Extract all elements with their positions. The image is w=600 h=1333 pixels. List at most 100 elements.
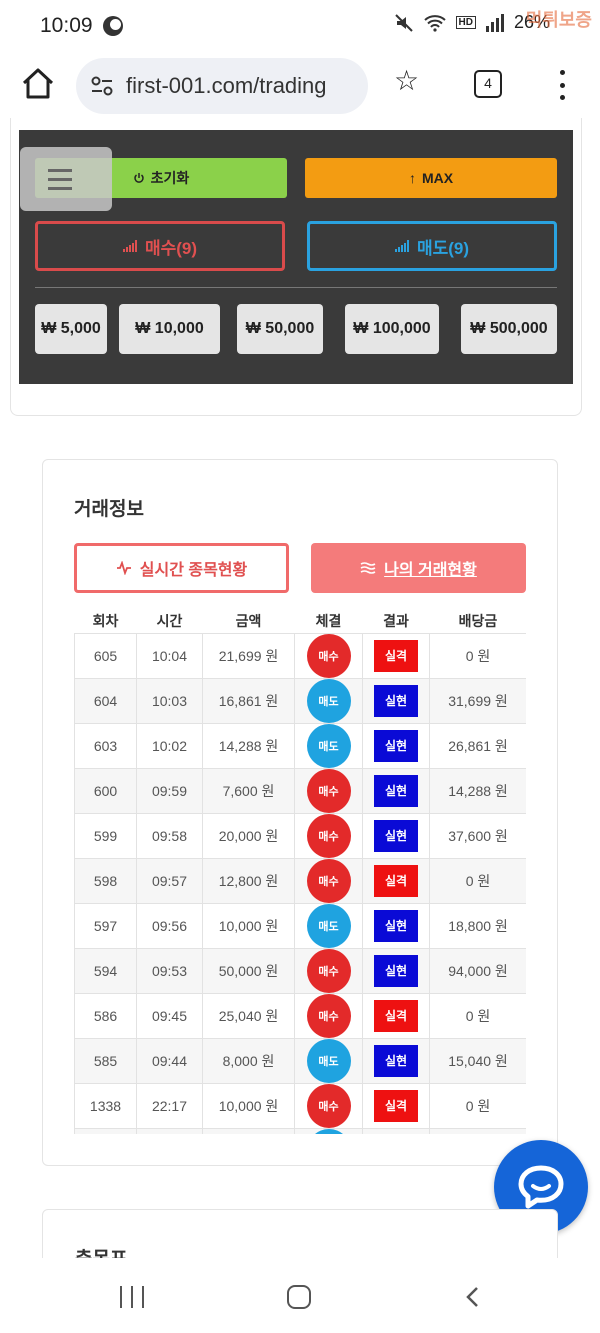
side-badge: 매도 [306, 678, 351, 723]
tab-my-trades-label: 나의 거래현황 [384, 562, 477, 579]
side-badge: 매수 [306, 813, 351, 858]
time-cell: 09:59 [136, 767, 203, 814]
result-badge: 실격 [374, 999, 418, 1032]
amount-button-100000[interactable]: ₩ 100,000 [345, 304, 439, 354]
column-header: 회차 [92, 613, 119, 629]
side-cell: 매도 [294, 1127, 363, 1134]
amount-button-5000[interactable]: ₩ 5,000 [35, 304, 107, 354]
round-cell: 594 [74, 947, 137, 994]
side-badge: 매수 [306, 633, 351, 678]
tab-my-trades[interactable]: 나의 거래현황 [311, 543, 526, 593]
back-nav-icon[interactable] [462, 1286, 484, 1308]
address-bar[interactable]: first-001.com/trading [76, 58, 368, 114]
buy-label: 매수(9) [144, 238, 198, 258]
time-cell: 09:44 [136, 1037, 203, 1084]
hamburger-icon [48, 168, 72, 190]
trade-history-table-wrap[interactable]: 회차 시간 금액 체결 결과 배당금 605 10:04 21,699 원 매수 실격 0… [74, 606, 526, 1134]
time-cell: 10:03 [136, 677, 203, 724]
table-row: 1338 22:17 10,000 원 매수 실격 0 원 [74, 1082, 526, 1129]
column-header: 금액 [235, 613, 262, 629]
browser-menu-icon[interactable] [558, 70, 566, 100]
sell-label: 매도(9) [416, 238, 470, 258]
payout-cell: 94,000 원 [429, 947, 526, 994]
panel-divider [35, 287, 557, 288]
table-row: 586 09:45 25,040 원 매수 실격 0 원 [74, 992, 526, 1039]
side-cell: 매도 [294, 1037, 363, 1084]
amount-cell: 25,040 원 [202, 992, 295, 1039]
result-cell: 실현 [362, 767, 430, 814]
round-cell: 599 [74, 812, 137, 859]
column-header: 결과 [383, 613, 409, 629]
side-cell: 매수 [294, 1082, 363, 1129]
payout-cell: 0 원 [429, 992, 526, 1039]
signal-bars-icon [394, 240, 409, 252]
sell-button[interactable]: 매도(9) [307, 221, 557, 271]
amount-button-10000[interactable]: ₩ 10,000 [119, 304, 220, 354]
amount-cell: 10,000 원 [202, 902, 295, 949]
payout-cell [429, 1127, 526, 1134]
result-badge: 실격 [374, 864, 418, 897]
side-badge: 매수 [306, 768, 351, 813]
table-row: 585 09:44 8,000 원 매도 실현 15,040 원 [74, 1037, 526, 1084]
amount-button-500000[interactable]: ₩ 500,000 [461, 304, 557, 354]
home-nav-icon[interactable] [287, 1285, 311, 1309]
side-cell: 매수 [294, 767, 363, 814]
reset-label: 초기화 [150, 170, 190, 186]
payout-cell: 0 원 [429, 1082, 526, 1129]
side-badge: 매도 [306, 723, 351, 768]
pulse-icon [116, 561, 131, 575]
recent-apps-icon[interactable] [120, 1286, 144, 1308]
system-navigation-bar [0, 1258, 600, 1333]
round-cell: 598 [74, 857, 137, 904]
bookmark-star-icon[interactable]: ☆ [394, 65, 420, 96]
home-icon[interactable] [20, 66, 56, 102]
buy-button[interactable]: 매수(9) [35, 221, 285, 271]
tab-realtime-status[interactable]: 실시간 종목현황 [74, 543, 289, 593]
side-badge: 매도 [306, 1128, 351, 1134]
result-cell: 실격 [362, 632, 430, 679]
amount-cell: 8,000 원 [202, 1037, 295, 1084]
amount-cell: 7,600 원 [202, 767, 295, 814]
column-header: 배당금 [458, 613, 498, 629]
result-cell: 실현 [362, 1037, 430, 1084]
amount-cell: 14,288 원 [202, 722, 295, 769]
side-badge: 매도 [306, 1038, 351, 1083]
amount-cell: 16,861 원 [202, 677, 295, 724]
browser-toolbar: first-001.com/trading ☆ 4 [0, 52, 600, 120]
result-cell: 실격 [362, 1127, 430, 1134]
site-settings-icon[interactable] [90, 75, 114, 97]
result-badge: 실현 [374, 729, 418, 762]
arrow-up-icon: ↑ [408, 170, 416, 186]
result-cell: 실현 [362, 947, 430, 994]
tab-switcher-button[interactable]: 4 [474, 70, 502, 98]
result-badge: 실현 [374, 909, 418, 942]
max-button[interactable]: ↑ MAX [305, 158, 557, 198]
round-cell: 600 [74, 767, 137, 814]
amount-button-50000[interactable]: ₩ 50,000 [237, 304, 323, 354]
table-row: 597 09:56 10,000 원 매도 실현 18,800 원 [74, 902, 526, 949]
status-bar: 10:09 HD 26% 먹튀보증 [0, 0, 600, 52]
signal-bars-icon [122, 240, 137, 252]
tab-realtime-label: 실시간 종목현황 [139, 562, 248, 579]
table-row: 604 10:03 16,861 원 매도 실현 31,699 원 [74, 677, 526, 724]
side-cell: 매수 [294, 632, 363, 679]
signal-icon [485, 13, 504, 32]
amount-cell: 21,699 원 [202, 632, 295, 679]
table-row: 599 09:58 20,000 원 매수 실현 37,600 원 [74, 812, 526, 859]
table-row: 594 09:53 50,000 원 매수 실현 94,000 원 [74, 947, 526, 994]
result-cell: 실격 [362, 992, 430, 1039]
payout-cell: 31,699 원 [429, 677, 526, 724]
status-icons: HD 26% [394, 12, 550, 33]
table-row: 603 10:02 14,288 원 매도 실현 26,861 원 [74, 722, 526, 769]
time-cell: 09:58 [136, 812, 203, 859]
power-icon [133, 173, 144, 183]
payout-cell: 26,861 원 [429, 722, 526, 769]
hamburger-menu-button[interactable] [20, 147, 112, 211]
side-cell: 매수 [294, 992, 363, 1039]
round-cell: 604 [74, 677, 137, 724]
table-header-row: 회차 시간 금액 체결 결과 배당금 [75, 606, 527, 633]
amount-cell: 50,000 원 [202, 947, 295, 994]
result-cell: 실현 [362, 902, 430, 949]
result-badge: 실현 [374, 954, 418, 987]
